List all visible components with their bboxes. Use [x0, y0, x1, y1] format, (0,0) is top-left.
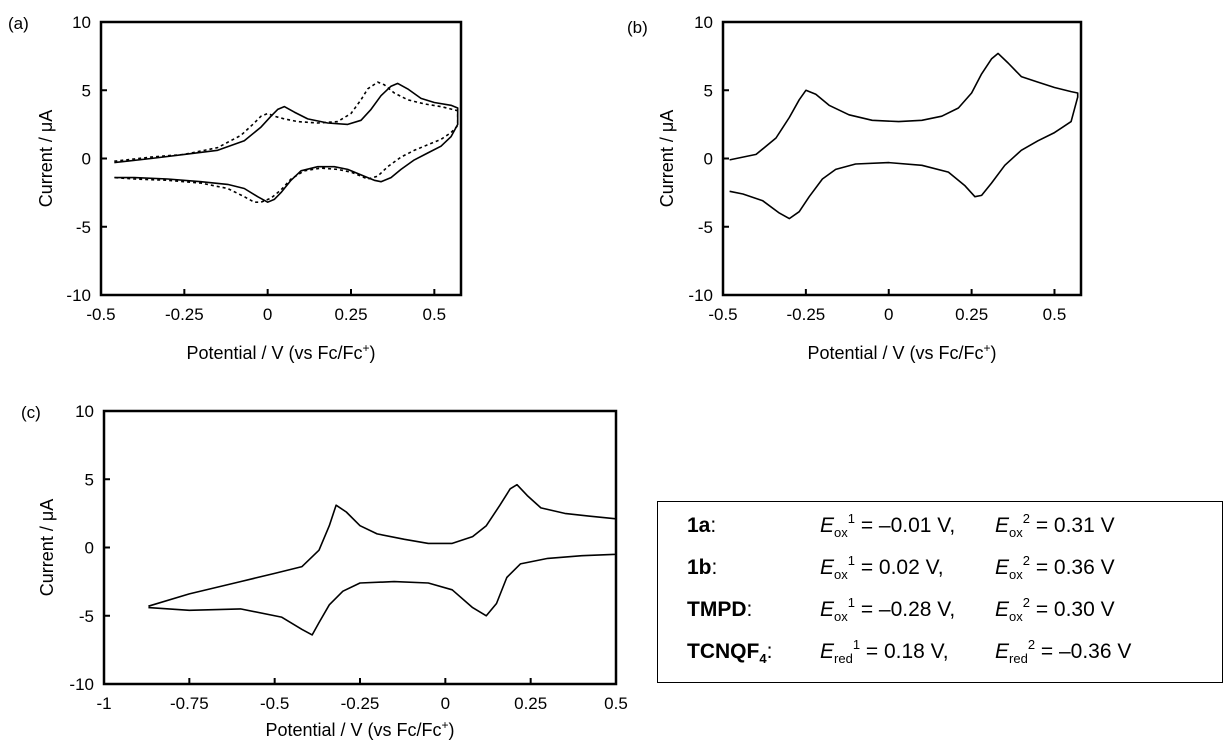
- y-tick-label: -5: [76, 218, 91, 237]
- y-tick-label: 0: [82, 150, 91, 169]
- x-tick-label: -0.5: [708, 305, 737, 324]
- second-potential: Eox2 = 0.36 V: [995, 553, 1115, 582]
- legend-row-1a: 1a: Eox1 = –0.01 V, Eox2 = 0.31 V: [658, 509, 1222, 543]
- y-tick-label: 10: [72, 13, 91, 32]
- series-line-solid: [114, 82, 459, 203]
- panel-c: -1 -0.75 -0.5 -0.25 0 0.25 0.5 10 5 0 -5 -10 (c) Curr…: [21, 402, 628, 740]
- series-line-dashed: [114, 81, 459, 203]
- x-tick-label: 0.5: [604, 694, 628, 713]
- y-axis-label: Current / μA: [657, 110, 677, 207]
- panel-a: -0.5 -0.25 0 0.25 0.5 10 5 0 -5 -10 (a) Current / μ…: [8, 13, 463, 363]
- legend-row-1b: 1b: Eox1 = 0.02 V, Eox2 = 0.36 V: [658, 551, 1222, 585]
- plot-frame: [721, 20, 1083, 297]
- x-tick-label: -1: [96, 694, 111, 713]
- y-tick-label: -5: [79, 607, 94, 626]
- plot-frame: [102, 409, 618, 686]
- y-tick-label: -10: [66, 286, 91, 305]
- series-line-solid: [148, 483, 617, 636]
- x-tick-label: -0.5: [260, 694, 289, 713]
- x-tick-label: -0.25: [341, 694, 380, 713]
- x-tick-label: -0.25: [165, 305, 204, 324]
- x-tick-label: 0: [884, 305, 893, 324]
- second-potential: Eox2 = 0.30 V: [995, 595, 1115, 624]
- y-tick-label: -10: [69, 675, 94, 694]
- y-tick-label: 0: [704, 150, 713, 169]
- x-tick-label: 0: [441, 694, 450, 713]
- x-tick-label: 0.5: [1043, 305, 1067, 324]
- x-tick-label: 0.5: [423, 305, 447, 324]
- x-axis-label: Potential / V (vs Fc/Fc+): [265, 718, 454, 740]
- panel-b: -0.5 -0.25 0 0.25 0.5 10 5 0 -5 -10 (b) Current / μ…: [627, 13, 1083, 363]
- panel-label: (a): [8, 14, 29, 33]
- y-tick-label: 5: [704, 81, 713, 100]
- series-line-solid: [729, 52, 1079, 220]
- first-potential: Ered1 = 0.18 V,: [820, 637, 949, 666]
- x-tick-label: -0.5: [86, 305, 115, 324]
- redox-potential-box: 1a: Eox1 = –0.01 V, Eox2 = 0.31 V 1b: Eo…: [657, 501, 1223, 683]
- x-tick-label: 0.25: [955, 305, 988, 324]
- panel-label: (c): [21, 403, 41, 422]
- y-axis-label: Current / μA: [36, 110, 56, 207]
- panel-label: (b): [627, 18, 648, 37]
- x-axis-label: Potential / V (vs Fc/Fc+): [186, 341, 375, 363]
- y-axis-label: Current / μA: [37, 499, 57, 596]
- legend-row-tmpd: TMPD: Eox1 = –0.28 V, Eox2 = 0.30 V: [658, 593, 1222, 627]
- second-potential: Ered2 = –0.36 V: [995, 637, 1132, 666]
- compound-label: 1a:: [687, 514, 717, 537]
- x-tick-label: 0: [263, 305, 272, 324]
- y-tick-label: -5: [698, 218, 713, 237]
- second-potential: Eox2 = 0.31 V: [995, 511, 1115, 540]
- first-potential: Eox1 = –0.01 V,: [820, 511, 956, 540]
- x-tick-label: -0.75: [170, 694, 209, 713]
- x-tick-label: 0.25: [334, 305, 367, 324]
- y-tick-label: -10: [688, 286, 713, 305]
- y-tick-label: 0: [85, 539, 94, 558]
- x-tick-label: 0.25: [514, 694, 547, 713]
- y-tick-label: 10: [75, 402, 94, 421]
- x-axis-label: Potential / V (vs Fc/Fc+): [807, 341, 996, 363]
- first-potential: Eox1 = 0.02 V,: [820, 553, 944, 582]
- y-tick-label: 5: [85, 470, 94, 489]
- y-tick-label: 10: [694, 13, 713, 32]
- first-potential: Eox1 = –0.28 V,: [820, 595, 956, 624]
- compound-label: 1b:: [687, 556, 718, 579]
- compound-label: TCNQF4:: [687, 640, 773, 666]
- legend-row-tcnqf4: TCNQF4: Ered1 = 0.18 V, Ered2 = –0.36 V: [658, 635, 1222, 669]
- y-tick-label: 5: [82, 81, 91, 100]
- x-tick-label: -0.25: [786, 305, 825, 324]
- compound-label: TMPD:: [687, 598, 753, 621]
